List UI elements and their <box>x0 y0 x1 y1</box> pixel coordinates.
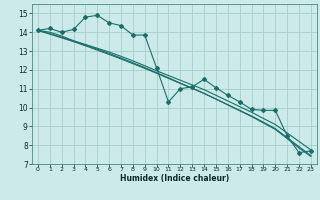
X-axis label: Humidex (Indice chaleur): Humidex (Indice chaleur) <box>120 174 229 183</box>
